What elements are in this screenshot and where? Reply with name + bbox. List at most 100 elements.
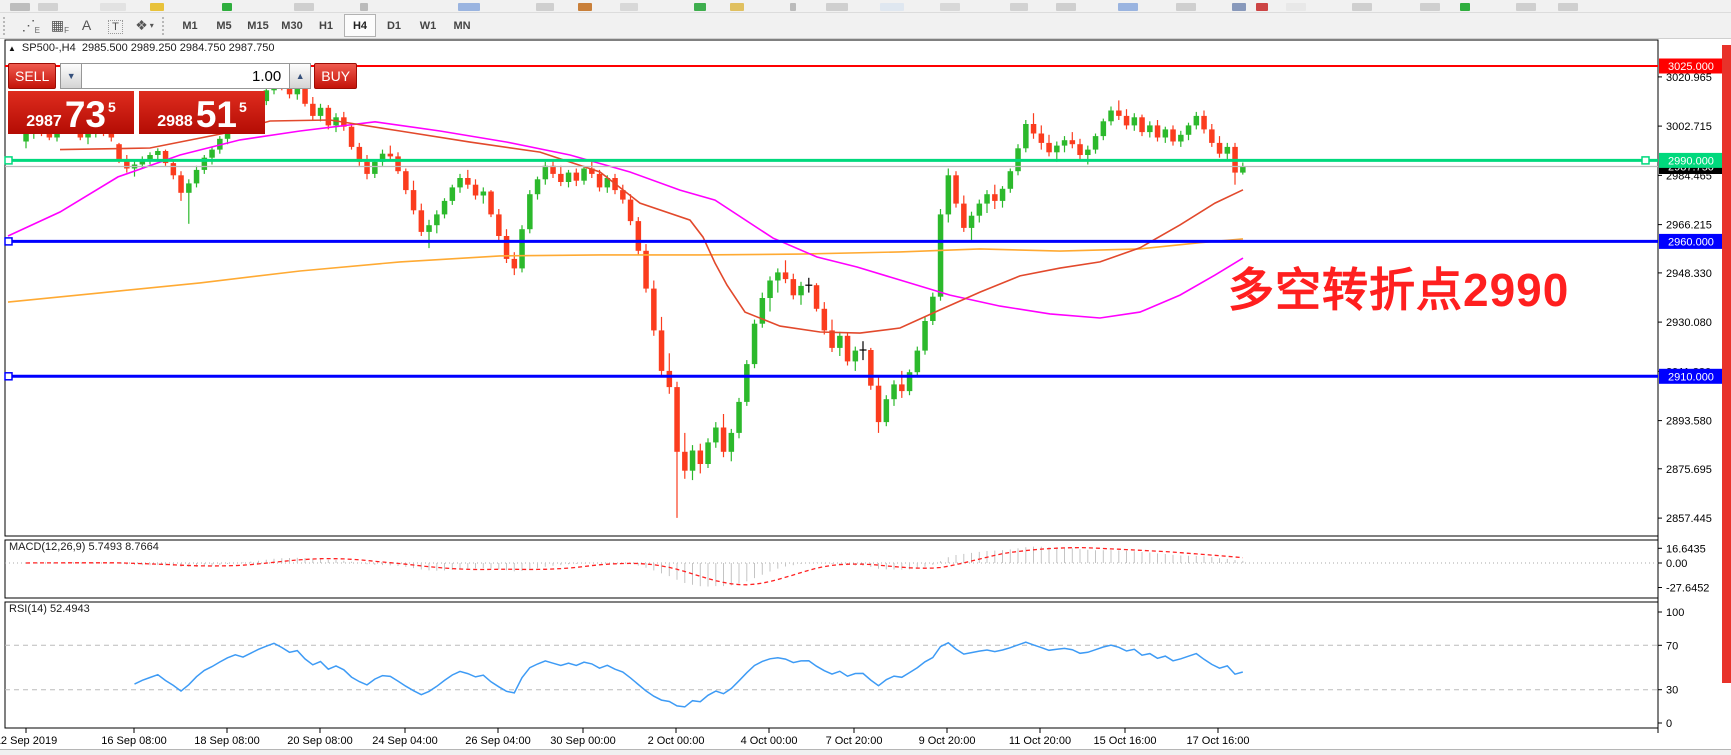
svg-text:3020.965: 3020.965 xyxy=(1666,72,1712,84)
svg-text:0.00: 0.00 xyxy=(1666,558,1687,570)
macd-indicator-label: MACD(12,26,9) 5.7493 8.7664 xyxy=(9,541,159,553)
panel-borders xyxy=(4,39,1659,733)
toolbar-icon-fragment xyxy=(1056,3,1076,11)
svg-text:2 Oct 00:00: 2 Oct 00:00 xyxy=(648,735,705,747)
svg-text:-27.6452: -27.6452 xyxy=(1666,583,1709,595)
toolbar-icon-fragment xyxy=(578,3,592,11)
tab-timeframe-D1[interactable]: D1 xyxy=(386,19,402,32)
toolbar-icon-fragment xyxy=(826,3,848,11)
toolbar-icon-fragment xyxy=(1232,3,1246,11)
svg-text:18 Sep 08:00: 18 Sep 08:00 xyxy=(194,735,259,747)
svg-text:20 Sep 08:00: 20 Sep 08:00 xyxy=(287,735,352,747)
toolbar-icon-fragment xyxy=(10,3,30,11)
svg-text:12 Sep 2019: 12 Sep 2019 xyxy=(0,735,57,747)
svg-text:100: 100 xyxy=(1666,607,1684,619)
horizontal-level-lines[interactable] xyxy=(4,65,1658,381)
svg-text:9 Oct 20:00: 9 Oct 20:00 xyxy=(919,735,976,747)
top-toolbar-cutoff xyxy=(0,0,1731,13)
svg-text:30 Sep 00:00: 30 Sep 00:00 xyxy=(550,735,615,747)
toolbar-grip[interactable] xyxy=(162,16,168,35)
chart-ohlc-readout: 2985.500 2989.250 2984.750 2987.750 xyxy=(81,42,275,54)
toolbar-icon-fragment xyxy=(790,3,796,11)
svg-text:2990.000: 2990.000 xyxy=(1668,155,1714,167)
rsi-line xyxy=(134,641,1244,708)
svg-text:2930.080: 2930.080 xyxy=(1666,317,1712,329)
svg-text:26 Sep 04:00: 26 Sep 04:00 xyxy=(465,735,530,747)
text-tool-icon[interactable]: A xyxy=(81,16,92,33)
tab-timeframe-H1[interactable]: H1 xyxy=(318,19,334,32)
ask-pipette: 5 xyxy=(238,99,247,115)
toolbar-icon-fragment xyxy=(38,3,58,11)
tab-timeframe-M15[interactable]: M15 xyxy=(247,19,269,32)
toolbar-icon-fragment xyxy=(694,3,706,11)
svg-text:7 Oct 20:00: 7 Oct 20:00 xyxy=(826,735,883,747)
toolbar-icon-fragment xyxy=(222,3,232,11)
sell-button[interactable]: SELL xyxy=(8,63,57,89)
chart-toolbar: ⋰ E ▦ F A T ❖ ▾ M1 M5 M15 M30 H1 H4 D1 W1 MN xyxy=(0,13,1731,39)
toolbar-grip[interactable] xyxy=(3,16,9,35)
volume-decrease-icon[interactable]: ▼ xyxy=(60,63,83,89)
toolbar-icon-fragment xyxy=(294,3,314,11)
rsi-indicator-label: RSI(14) 52.4943 xyxy=(9,603,90,615)
crosshair-lines-tool-icon[interactable]: ⋰ E xyxy=(21,16,41,36)
price-badge: 3025.000 xyxy=(1659,58,1723,74)
toolbar-icon-fragment xyxy=(150,3,164,11)
svg-text:3025.000: 3025.000 xyxy=(1668,61,1714,73)
chart-symbol-timeframe: SP500-,H4 xyxy=(21,42,76,54)
svg-text:11 Oct 20:00: 11 Oct 20:00 xyxy=(1009,735,1071,747)
buy-button[interactable]: BUY xyxy=(314,63,358,89)
svg-text:16 Sep 08:00: 16 Sep 08:00 xyxy=(101,735,166,747)
tab-timeframe-W1[interactable]: W1 xyxy=(419,19,437,32)
collapse-panel-icon[interactable]: ▲ xyxy=(8,44,16,53)
one-click-trading-panel: SELL ▼ ▲ BUY 2987 73 5 2988 51 5 xyxy=(8,63,358,134)
svg-text:2910.000: 2910.000 xyxy=(1668,371,1714,383)
toolbar-icon-fragment xyxy=(730,3,744,11)
svg-text:3002.715: 3002.715 xyxy=(1666,121,1712,133)
price-axis: 3020.9653002.7152984.4652966.2152948.330… xyxy=(1658,58,1723,525)
right-edge-strip xyxy=(1722,45,1731,683)
toolbar-icon-fragment xyxy=(1558,3,1578,11)
chart-header: ▲ SP500-,H4 2985.500 2989.250 2984.750 29… xyxy=(8,42,275,54)
window-bottom-edge xyxy=(0,749,1731,755)
toolbar-icon-fragment xyxy=(458,3,480,11)
bid-quote[interactable]: 2987 73 5 xyxy=(8,91,134,134)
toolbar-icon-fragment xyxy=(100,3,126,11)
grid-tool-icon[interactable]: ▦ F xyxy=(50,16,69,36)
chart-annotation-text: 多空转折点2990 xyxy=(1228,264,1570,316)
ma-fast-red xyxy=(59,119,1244,334)
volume-stepper: ▼ ▲ xyxy=(60,63,312,89)
toolbar-icon-fragment xyxy=(940,3,960,11)
bid-pips: 73 xyxy=(64,94,106,136)
svg-text:17 Oct 16:00: 17 Oct 16:00 xyxy=(1187,735,1250,747)
toolbar-icon-fragment xyxy=(1516,3,1536,11)
toolbar-icon-fragment xyxy=(1352,3,1372,11)
toolbar-icon-fragment xyxy=(1286,3,1306,11)
tab-timeframe-H4[interactable]: H4 xyxy=(344,14,376,37)
svg-text:2960.000: 2960.000 xyxy=(1668,236,1714,248)
ma-mid-magenta xyxy=(7,120,1244,319)
ask-big-figure: 2988 xyxy=(157,113,193,130)
tab-timeframe-M1[interactable]: M1 xyxy=(182,19,198,32)
shapes-tool-icon[interactable]: ❖ ▾ xyxy=(135,16,154,33)
text-label-tool-icon[interactable]: T xyxy=(102,16,129,38)
svg-text:70: 70 xyxy=(1666,640,1678,652)
volume-increase-icon[interactable]: ▲ xyxy=(289,63,312,89)
volume-input[interactable] xyxy=(82,63,290,89)
toolbar-icon-fragment xyxy=(1420,3,1440,11)
tab-timeframe-M30[interactable]: M30 xyxy=(281,19,303,32)
time-axis: 12 Sep 2019 16 Sep 08:00 18 Sep 08:00 20 Se… xyxy=(0,728,1250,747)
toolbar-icon-fragment xyxy=(1256,3,1268,11)
bid-pipette: 5 xyxy=(107,99,116,115)
svg-text:16.6435: 16.6435 xyxy=(1666,543,1706,555)
ask-quote[interactable]: 2988 51 5 xyxy=(139,91,265,134)
macd-panel: 16.6435 0.00 -27.6452 xyxy=(5,543,1709,595)
toolbar-icon-fragment xyxy=(1010,3,1028,11)
ask-pips: 51 xyxy=(195,94,237,136)
toolbar-icon-fragment xyxy=(1118,3,1138,11)
tab-timeframe-MN[interactable]: MN xyxy=(453,19,471,32)
toolbar-icon-fragment xyxy=(1176,3,1196,11)
tab-timeframe-M5[interactable]: M5 xyxy=(216,19,232,32)
toolbar-icon-fragment xyxy=(536,3,554,11)
